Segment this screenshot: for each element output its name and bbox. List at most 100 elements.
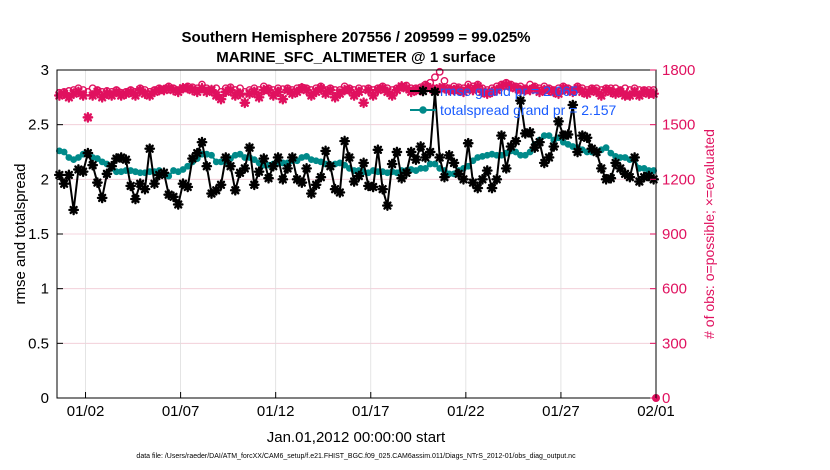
rmse-point [277,173,289,185]
evaluated-obs-point [648,88,660,100]
x-tick-label: 01/12 [257,403,295,420]
marker-stroke [59,89,69,98]
totalspread-point [74,154,82,161]
rmse-point [334,187,346,198]
marker-stroke [83,113,93,122]
marker-stroke [345,85,354,95]
rmse-point [500,162,512,174]
evaluated-obs-point [77,90,89,101]
totalspread-point [521,151,529,159]
rmse-point [410,154,422,166]
marker-stroke [302,164,311,173]
marker-stroke [240,164,249,173]
axis-ticks: 0 0.5 1 1.5 2 2.5 3 0 300 600 900 1200 1500 1800 01/02… [28,62,695,420]
evaluated-obs-point [234,88,246,100]
rmse-point [253,166,265,178]
marker-stroke [535,137,544,147]
marker-stroke [378,84,387,93]
rmse-point [267,160,279,172]
rmse-point [391,146,403,158]
rmse-point [215,179,227,191]
rmse-point [53,169,65,181]
rmse-point [434,152,446,163]
marker-stroke [78,91,88,100]
marker-stroke [440,172,449,182]
rmse-point [353,170,365,182]
marker-stroke [625,172,635,182]
x-tick-label: 02/01 [637,403,675,420]
marker-stroke [78,167,88,176]
marker-stroke [487,183,497,193]
rmse-point [320,145,331,157]
marker-stroke [102,169,112,179]
rmse-point [458,173,469,185]
marker-stroke [174,200,183,209]
marker-stroke [511,136,520,146]
marker-stroke [468,178,478,187]
evaluated-obs-point [239,97,251,109]
marker-stroke [212,91,221,100]
legend-totalspread-label: totalspread grand pr = 2.157 [440,102,617,118]
marker-stroke [136,179,145,188]
rmse-point [367,181,379,193]
chart-title-line2: MARINE_SFC_ALTIMETER @ 1 surface [216,49,495,66]
marker-stroke [387,159,397,169]
rmse-point [92,177,103,189]
totalspread-point [184,162,192,170]
right-y-tick-label: 1200 [662,171,695,188]
rmse-point [96,192,108,204]
marker-stroke [426,147,435,157]
series-evaluated-obs [53,79,660,123]
series-layer [53,67,660,402]
right-y-tick-label: 900 [662,226,687,243]
marker-stroke [411,155,421,164]
totalspread-point [431,160,439,168]
rmse-point [491,173,503,185]
marker-stroke [592,87,601,97]
marker-stroke [64,170,74,180]
rmse-point [101,168,113,180]
marker-stroke [335,188,345,197]
marker-stroke [354,87,364,97]
marker-stroke [326,162,335,171]
rmse-point [182,181,194,193]
marker-stroke [97,193,107,203]
x-tick-label: 01/07 [162,403,200,420]
plot-gridlines [57,70,656,398]
marker-stroke [587,144,596,153]
marker-stroke [449,158,459,168]
rmse-point [248,179,260,191]
x-tick-label: 01/22 [447,403,485,420]
marker-stroke [93,178,102,187]
rmse-point [348,176,360,187]
marker-stroke [264,174,273,183]
marker-stroke [235,89,245,98]
marker-stroke [445,151,454,160]
rmse-point [286,152,298,163]
marker-stroke [630,153,639,162]
marker-stroke [378,185,387,194]
evaluated-obs-point [310,86,322,98]
rmse-point [486,182,498,194]
marker-stroke [359,98,368,107]
marker-stroke [402,168,411,177]
rmse-point [130,193,141,205]
marker-stroke [240,98,249,107]
totalspread-point [60,148,68,156]
marker-stroke [140,185,150,194]
rmse-point [82,147,94,159]
marker-stroke [497,131,506,140]
right-y-tick-label: 0 [662,390,670,407]
rmse-point [567,99,579,111]
left-y-tick-label: 1 [41,281,49,298]
rmse-point [481,165,493,176]
rmse-point [229,184,241,196]
marker-stroke [202,162,211,171]
marker-stroke [169,192,178,201]
marker-stroke [273,87,283,97]
rmse-point [263,172,274,184]
rmse-point [310,179,322,191]
rmse-point [168,191,179,203]
rmse-point [301,162,312,174]
rmse-point [201,160,213,172]
